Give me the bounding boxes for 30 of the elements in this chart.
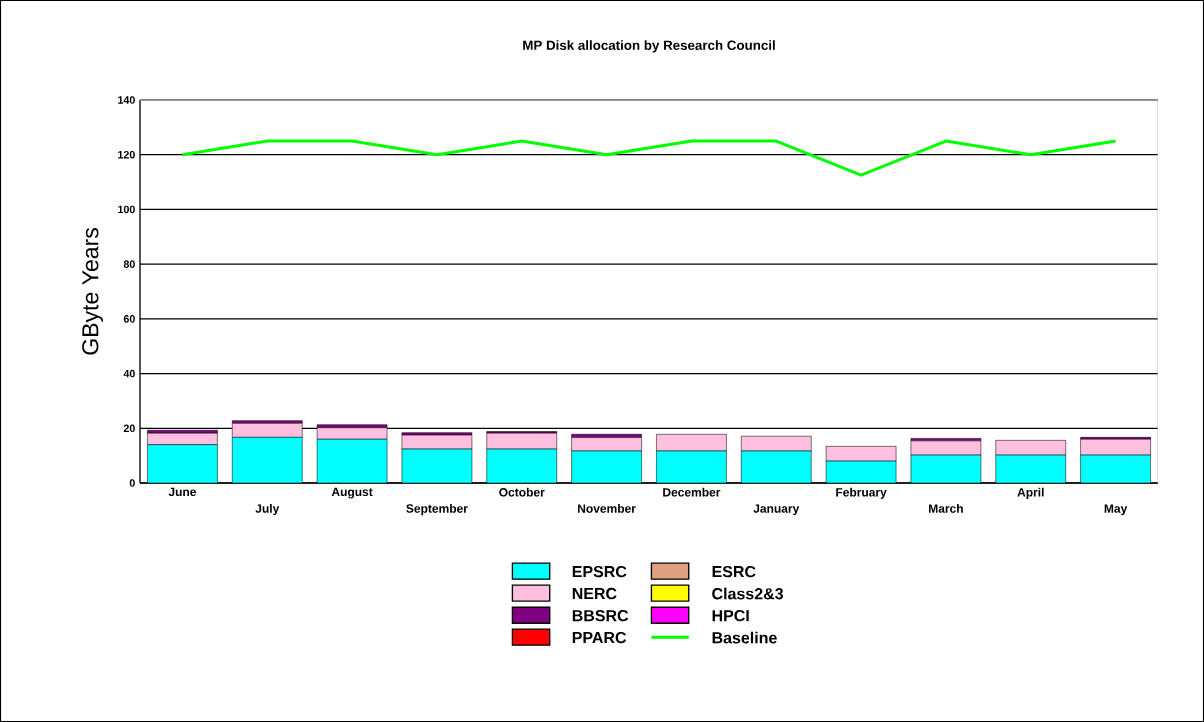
x-tick-label: October: [499, 487, 545, 497]
x-tick-label: August: [331, 487, 373, 499]
legend-label: NERC: [572, 587, 617, 600]
x-tick-label: November: [578, 503, 636, 513]
y-axis-title: GByte Years: [82, 228, 104, 355]
y-tick-label: 60: [123, 315, 135, 323]
x-tick-label: July: [255, 503, 280, 516]
x-tick-label: February: [836, 487, 887, 499]
y-tick-label: 80: [123, 260, 135, 268]
y-tick-label: 100: [118, 205, 135, 214]
legend-label: HPCI: [712, 610, 749, 622]
y-tick-label: 20: [123, 424, 135, 433]
legend-label: EPSRC: [572, 565, 627, 578]
x-tick-label: May: [1104, 504, 1128, 516]
x-tick-label: June: [168, 487, 197, 497]
x-tick-label: December: [663, 487, 721, 497]
x-tick-label: September: [406, 503, 468, 516]
y-tick-label: 140: [118, 96, 135, 104]
y-tick-label: 40: [123, 369, 135, 378]
x-tick-label: January: [753, 504, 800, 516]
y-tick-label: 0: [129, 479, 135, 487]
x-tick-label: April: [1017, 487, 1044, 499]
legend-label: PPARC: [572, 631, 627, 644]
legend-label: BBSRC: [572, 610, 629, 622]
y-tick-label: 120: [118, 150, 135, 159]
legend-label: Baseline: [712, 631, 777, 644]
legend-label: Class2&3: [712, 587, 784, 600]
chart-title: MP Disk allocation by Research Council: [523, 40, 775, 53]
legend-label: ESRC: [712, 565, 756, 578]
x-tick-label: March: [929, 503, 963, 513]
